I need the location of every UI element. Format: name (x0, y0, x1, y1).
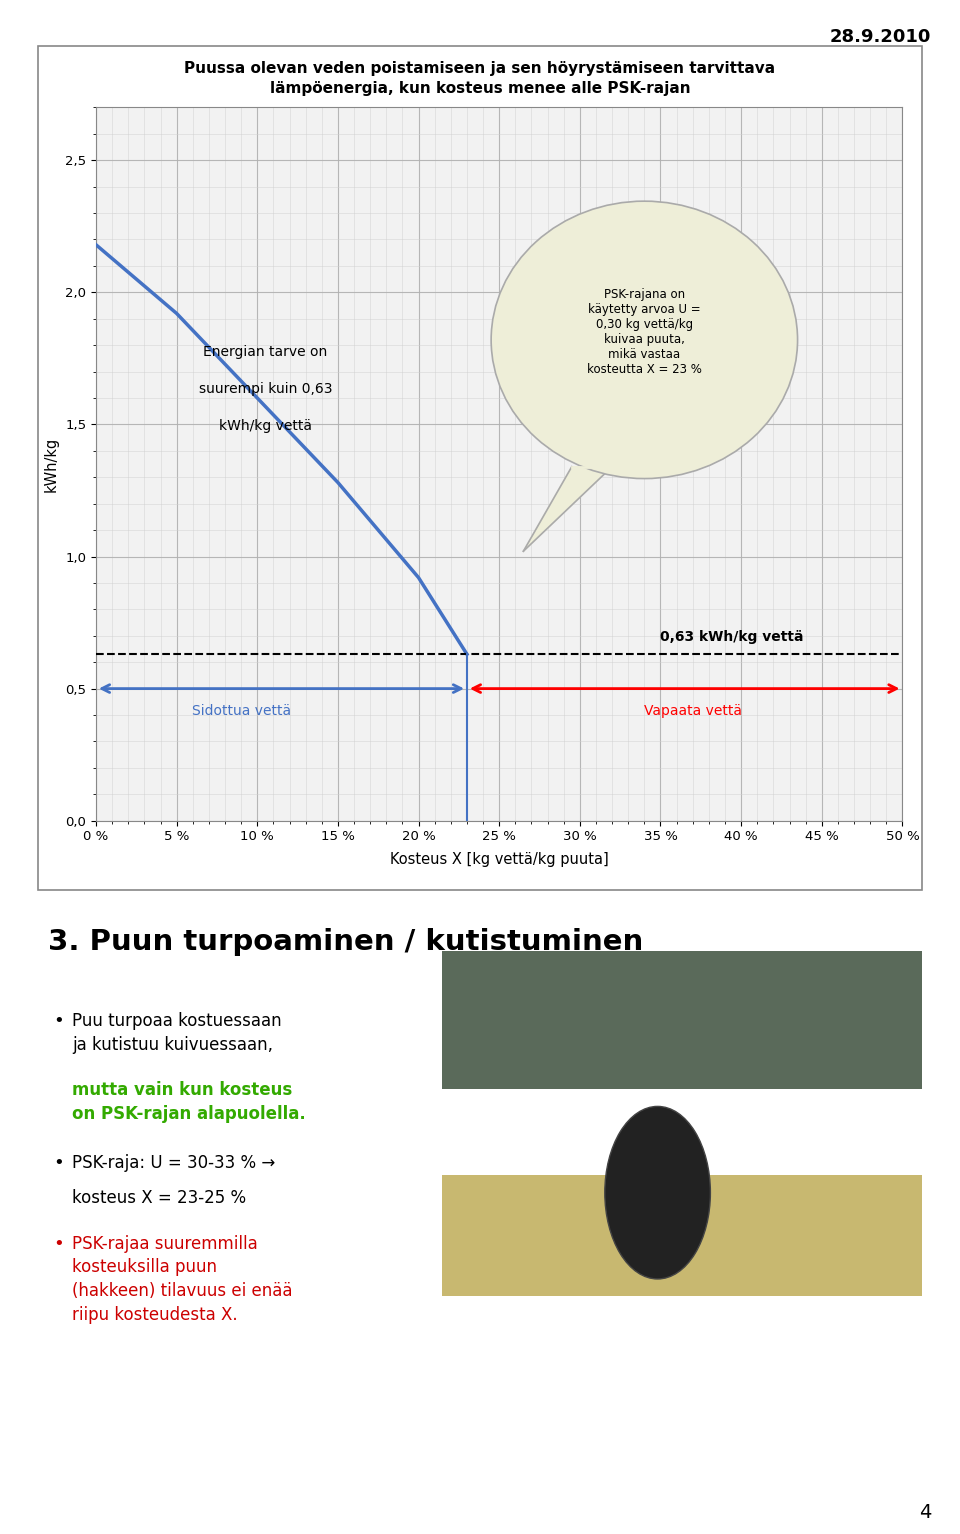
Text: Puun turpoaminen/kutistuminen otettava
huomioon esimerkiksi, kun määritetään
hak: Puun turpoaminen/kutistuminen otettava h… (543, 1322, 820, 1370)
Text: mutta vain kun kosteus
on PSK-rajan alapuolella.: mutta vain kun kosteus on PSK-rajan alap… (72, 1081, 305, 1123)
Text: lämpöenergia, kun kosteus menee alle PSK-rajan: lämpöenergia, kun kosteus menee alle PSK… (270, 81, 690, 97)
Text: suurempi kuin 0,63: suurempi kuin 0,63 (199, 382, 332, 396)
Text: 3. Puun turpoaminen / kutistuminen: 3. Puun turpoaminen / kutistuminen (48, 928, 643, 956)
Text: •: • (53, 1235, 63, 1253)
Ellipse shape (605, 1106, 710, 1279)
Text: •: • (53, 1012, 63, 1031)
Text: Sidottua vettä: Sidottua vettä (192, 704, 291, 718)
Text: PSK-raja: U = 30-33 % →: PSK-raja: U = 30-33 % → (72, 1154, 276, 1172)
Bar (442, 1175, 922, 1296)
Bar (442, 951, 922, 1089)
Text: PSK-rajana on
käytetty arvoa U =
0,30 kg vettä/kg
kuivaa puuta,
mikä vastaa
kost: PSK-rajana on käytetty arvoa U = 0,30 kg… (587, 288, 702, 376)
Y-axis label: kWh/kg: kWh/kg (43, 436, 59, 492)
Text: 28.9.2010: 28.9.2010 (829, 28, 931, 46)
Text: kWh/kg vettä: kWh/kg vettä (219, 419, 312, 433)
X-axis label: Kosteus X [kg vettä/kg puuta]: Kosteus X [kg vettä/kg puuta] (390, 851, 609, 867)
Text: Puussa olevan veden poistamiseen ja sen höyrystämiseen tarvittava: Puussa olevan veden poistamiseen ja sen … (184, 61, 776, 77)
Polygon shape (523, 466, 612, 551)
Text: 4: 4 (919, 1503, 931, 1522)
Ellipse shape (492, 201, 798, 479)
Text: Energian tarve on: Energian tarve on (204, 345, 327, 359)
Text: PSK-rajaa suuremmilla
kosteuksilla puun
(hakkeen) tilavuus ei enää
riipu kosteud: PSK-rajaa suuremmilla kosteuksilla puun … (72, 1235, 293, 1324)
Text: 0,63 kWh/kg vettä: 0,63 kWh/kg vettä (660, 629, 804, 644)
Text: Vapaata vettä: Vapaata vettä (644, 704, 742, 718)
Text: kosteus X = 23-25 %: kosteus X = 23-25 % (72, 1189, 246, 1207)
Text: Puu turpoaa kostuessaan
ja kutistuu kuivuessaan,: Puu turpoaa kostuessaan ja kutistuu kuiv… (72, 1012, 281, 1054)
Text: •: • (53, 1154, 63, 1172)
